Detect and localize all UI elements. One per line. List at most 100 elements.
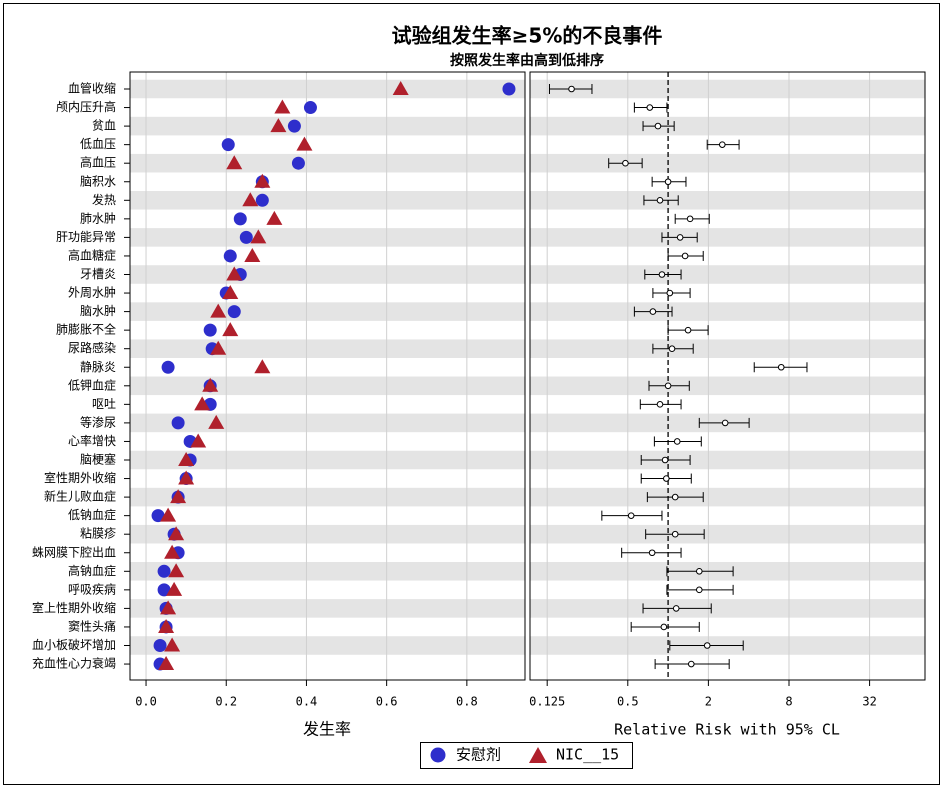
x-tick-label: 2 [705,695,712,709]
x-axis-label: 发生率 [303,720,351,739]
estimate-point [661,456,669,464]
triangle-marker [250,229,267,244]
triangle-marker [254,173,271,188]
row-band [130,116,525,136]
estimate-point [664,382,672,390]
y-tick-label: 呼吸疾病 [68,581,116,596]
x-axis-label: Relative Risk with 95% CL [614,721,840,739]
row-band [130,339,525,358]
row-band [530,599,925,618]
row-band [530,265,925,284]
x-tick-label: 8 [785,695,792,709]
legend-label: 安慰剂 [456,746,501,764]
row-band [130,599,525,618]
legend-label: NIC__15 [556,746,619,764]
triangle-marker [190,433,207,448]
y-tick-label: 肺膨胀不全 [56,322,116,337]
row-band [130,228,525,247]
triangle-marker [226,266,243,281]
circle-marker [303,101,317,115]
triangle-marker [226,155,243,170]
triangle-marker [274,99,291,114]
triangle-marker [170,489,187,504]
triangle-marker [202,377,219,392]
estimate-point [660,623,668,631]
triangle-marker [160,600,177,615]
y-tick-label: 高血压 [80,155,116,170]
y-tick-label: 室性期外收缩 [44,470,116,485]
circle-marker [223,249,237,263]
estimate-point [687,660,695,668]
circle-marker [502,82,516,96]
circle-marker [291,156,305,170]
y-tick-label: 脑梗塞 [80,452,116,467]
triangle-marker [178,452,195,466]
legend-marker [430,747,446,763]
estimate-point [686,215,694,223]
y-tick-label: 脑水肿 [80,303,116,318]
row-band [130,265,525,284]
estimate-point [676,234,684,241]
triangle-marker [160,507,177,522]
circle-marker [151,509,165,523]
estimate-point [673,438,681,445]
y-tick-label: 贫血 [92,118,116,133]
triangle-marker [168,526,185,541]
estimate-point [646,104,654,111]
y-tick-label: 心率增快 [68,433,116,448]
triangle-marker [222,322,239,337]
estimate-point [648,549,656,557]
estimate-point [695,586,703,594]
triangle-marker [222,285,239,300]
legend: 安慰剂 NIC__15 [420,742,633,769]
triangle-marker [210,303,227,318]
y-tick-label: 外周水肿 [68,285,116,300]
estimate-point [671,493,679,501]
triangle-marker [166,581,183,596]
circle-marker [233,212,247,226]
row-band [530,116,925,136]
circle-marker [287,119,301,133]
row-band [130,79,525,99]
triangle-marker [270,118,287,133]
row-band [130,450,525,470]
triangle-marker [168,563,185,578]
estimate-point [703,642,711,649]
circle-marker [171,416,185,430]
plot-border [129,71,526,681]
row-band [130,524,525,544]
estimate-point [777,363,785,371]
row-band [530,79,925,99]
x-tick-label: 0.4 [296,695,318,709]
estimate-point [718,141,726,148]
y-tick-label: 呕吐 [92,397,116,411]
estimate-point [663,475,670,482]
estimate-point [568,85,575,93]
triangle-marker [158,656,175,671]
circle-marker [227,305,241,319]
y-tick-label: 高血糖症 [68,247,116,262]
estimate-point [671,530,679,538]
estimate-point [622,159,629,167]
row-band [130,413,525,433]
row-band [130,487,525,507]
circle-marker [153,639,167,652]
circle-marker [239,230,253,244]
row-band [530,524,925,544]
row-band [530,153,925,173]
y-tick-label: 充血性心力衰竭 [32,656,116,671]
row-band [130,302,525,321]
triangle-marker [254,359,271,374]
triangle-marker [164,637,181,652]
x-tick-label: 0.8 [456,695,478,709]
y-tick-label: 新生儿败血症 [44,489,116,504]
y-tick-label: 蛛网膜下腔出血 [32,544,116,559]
triangle-marker [194,396,211,411]
estimate-point [666,289,674,297]
triangle-marker [296,136,313,151]
y-tick-label: 血管收缩 [68,81,116,96]
estimate-point [664,178,672,186]
chart-subtitle: 按照发生率由高到低排序 [450,52,604,69]
row-band [130,191,525,210]
x-tick-label: 32 [862,695,876,709]
